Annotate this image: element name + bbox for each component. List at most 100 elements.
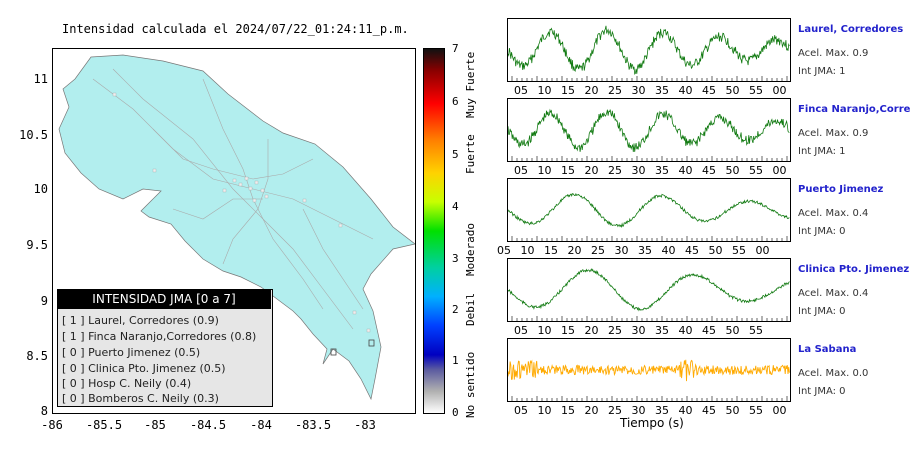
waveform-tick-label: 20	[584, 164, 599, 177]
colorbar-tick: 1	[452, 354, 459, 367]
waveform-tick-label: 05	[497, 244, 511, 257]
waveform-tick-label: 05	[514, 164, 528, 177]
colorbar-label: Debil	[464, 292, 477, 326]
waveform-tick-label: 55	[732, 244, 746, 257]
waveform-tick-label: 05	[514, 324, 528, 337]
waveform-tick-label: 30	[631, 324, 646, 337]
waveform-tick-label: 00	[772, 404, 787, 417]
costa-rica-landmass	[58, 54, 415, 401]
station-acel: Acel. Max. 0.4	[798, 208, 869, 219]
waveform-tick-label: 15	[561, 164, 575, 177]
waveform-tick-label: 05	[514, 84, 528, 97]
station-int-jma: Int JMA: 0	[798, 226, 846, 237]
station-int-jma: Int JMA: 1	[798, 146, 846, 157]
map-y-tick: 9	[40, 294, 48, 308]
waveform-tick-label: 20	[567, 244, 582, 257]
waveform-tick-label: 10	[537, 164, 552, 177]
city-markers	[112, 92, 371, 333]
waveform-tick-label: 25	[608, 84, 622, 97]
legend-title: INTENSIDAD JMA [0 a 7]	[57, 289, 271, 309]
station-name: Laurel, Corredores	[798, 24, 904, 35]
waveform-tick-label: 55	[749, 324, 763, 337]
legend-item: [ 0 ] Puerto Jimenez (0.5)	[62, 346, 201, 359]
waveform-tick-label: 40	[678, 164, 693, 177]
waveform-svg	[508, 108, 790, 161]
map-y-tick: 10	[33, 182, 48, 196]
waveform-tick-label: 35	[655, 164, 669, 177]
waveform-tick-label: 15	[561, 404, 575, 417]
waveform-tick-label: 40	[678, 84, 693, 97]
station-acel: Acel. Max. 0.9	[798, 128, 869, 139]
waveform-tick-label: 25	[608, 404, 622, 417]
waveform-tick-label: 50	[725, 84, 740, 97]
waveform-tick-label: 25	[608, 164, 622, 177]
waveform-panel	[507, 18, 791, 82]
waveform-tick-label: 20	[584, 324, 599, 337]
waveform-tick-label: 10	[537, 84, 552, 97]
station-int-jma: Int JMA: 0	[798, 306, 846, 317]
waveform-tick-label: 15	[561, 324, 575, 337]
waveform-tick-label: 00	[772, 84, 787, 97]
map-y-tick: 8.5	[26, 349, 48, 363]
waveform-tick-label: 35	[638, 244, 652, 257]
waveform-tick-label: 20	[584, 404, 599, 417]
waveform-tick-label: 50	[708, 244, 723, 257]
station-int-jma: Int JMA: 1	[798, 66, 846, 77]
waveform-tick-label: 40	[678, 324, 693, 337]
station-name: La Sabana	[798, 344, 857, 355]
waveform-tick-label: 10	[537, 404, 552, 417]
station-acel: Acel. Max. 0.9	[798, 48, 869, 59]
colorbar-tick: 2	[452, 303, 459, 316]
colorbar-tick: 4	[452, 200, 459, 213]
waveform-panel	[507, 98, 791, 162]
map-canvas	[58, 54, 415, 401]
waveform-trace	[508, 192, 790, 229]
waveform-trace	[508, 108, 790, 152]
colorbar-tick: 3	[452, 252, 459, 265]
waveform-tick-label: 50	[725, 404, 740, 417]
waveform-svg	[508, 25, 790, 81]
waveform-tick-label: 55	[749, 404, 763, 417]
map-y-tick: 10.5	[19, 128, 48, 142]
waveform-tick-label: 20	[584, 84, 599, 97]
waveform-tick-label: 55	[749, 84, 763, 97]
waveform-tick-label: 45	[702, 164, 716, 177]
map-y-tick: 11	[33, 72, 48, 86]
waveform-tick-label: 00	[772, 164, 787, 177]
colorbar-tick: 7	[452, 42, 459, 55]
waveform-tick-label: 30	[614, 244, 629, 257]
legend-item: [ 1 ] Laurel, Corredores (0.9)	[62, 314, 219, 327]
waveform-tick-label: 50	[725, 164, 740, 177]
waveform-tick-label: 35	[655, 324, 669, 337]
waveform-tick-label: 45	[702, 84, 716, 97]
waveform-tick-label: 45	[702, 324, 716, 337]
waveform-tick-label: 35	[655, 404, 669, 417]
map-x-tick: -85	[144, 418, 166, 432]
waveform-panel	[507, 338, 791, 402]
colorbar-tick: 5	[452, 148, 459, 161]
intensity-colorbar	[423, 48, 445, 414]
waveform-trace	[508, 268, 790, 312]
map-x-tick: -85.5	[85, 418, 123, 432]
waveform-tick-label: 30	[631, 164, 646, 177]
waveform-tick-label: 40	[661, 244, 676, 257]
waveform-svg	[508, 359, 790, 401]
map-x-tick: -83.5	[294, 418, 332, 432]
waveform-tick-label: 30	[631, 84, 646, 97]
waveform-tick-label: 40	[678, 404, 693, 417]
station-acel: Acel. Max. 0.4	[798, 288, 869, 299]
waveform-tick-label: 50	[725, 324, 740, 337]
colorbar-label: No sentido	[464, 351, 477, 418]
waveform-tick-label: 35	[655, 84, 669, 97]
waveform-tick-label: 05	[514, 404, 528, 417]
waveform-tick-label: 15	[544, 244, 558, 257]
map-y-tick: 9.5	[26, 238, 48, 252]
waveform-tick-label: 10	[520, 244, 535, 257]
colorbar-tick: 0	[452, 406, 459, 419]
waveform-tick-label: 45	[685, 244, 699, 257]
colorbar-label: Moderado	[464, 223, 477, 276]
station-int-jma: Int JMA: 0	[798, 386, 846, 397]
waveform-svg	[508, 192, 790, 241]
waveform-tick-label: 25	[608, 324, 622, 337]
legend-item: [ 0 ] Hosp C. Neily (0.4)	[62, 377, 192, 390]
